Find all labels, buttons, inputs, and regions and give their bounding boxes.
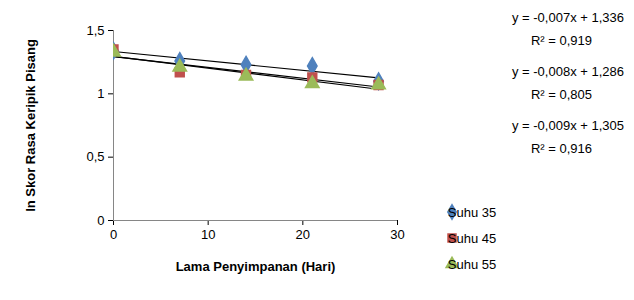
svg-text:R² = 0,805: R² = 0,805 — [531, 87, 592, 102]
svg-text:Lama Penyimpanan (Hari): Lama Penyimpanan (Hari) — [176, 259, 336, 274]
svg-text:10: 10 — [201, 227, 215, 242]
svg-text:1: 1 — [97, 86, 104, 101]
svg-text:y = -0,008x + 1,286: y = -0,008x + 1,286 — [512, 64, 624, 79]
svg-text:0,5: 0,5 — [86, 149, 104, 164]
svg-text:Suhu 35: Suhu 35 — [448, 205, 496, 220]
svg-text:Suhu 45: Suhu 45 — [448, 231, 496, 246]
svg-text:y = -0,007x + 1,336: y = -0,007x + 1,336 — [512, 10, 624, 25]
svg-text:1,5: 1,5 — [86, 23, 104, 38]
svg-text:30: 30 — [390, 227, 404, 242]
svg-text:y = -0,009x + 1,305: y = -0,009x + 1,305 — [512, 118, 624, 133]
svg-text:R² = 0,916: R² = 0,916 — [531, 141, 592, 156]
svg-text:0: 0 — [110, 227, 117, 242]
svg-text:Suhu 55: Suhu 55 — [448, 257, 496, 272]
svg-text:0: 0 — [97, 213, 104, 228]
svg-text:R² = 0,919: R² = 0,919 — [531, 33, 592, 48]
svg-text:ln Skor Rasa Keripik Pisang: ln Skor Rasa Keripik Pisang — [23, 39, 38, 212]
svg-text:20: 20 — [296, 227, 310, 242]
